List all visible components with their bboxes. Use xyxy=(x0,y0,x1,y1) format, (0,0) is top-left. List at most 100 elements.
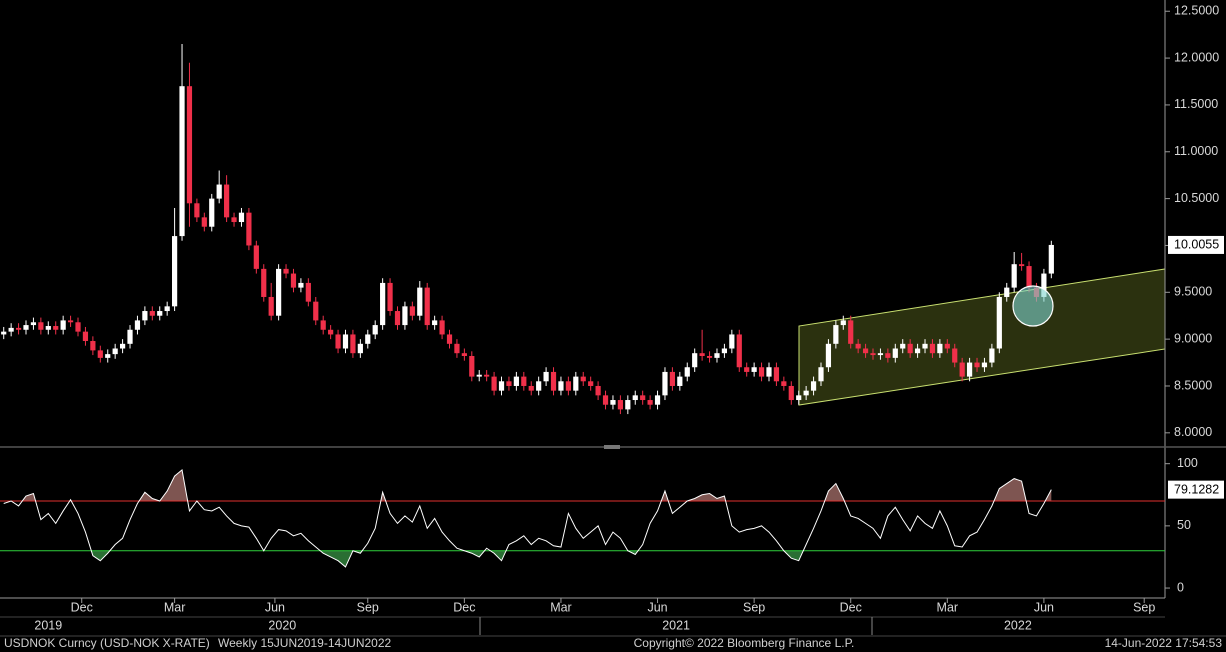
candle-body xyxy=(8,327,14,332)
candle-body xyxy=(394,311,401,326)
candle-body xyxy=(380,282,386,326)
candle-body xyxy=(305,282,311,302)
y-tick-label: 9.5000 xyxy=(1174,285,1212,299)
candle-body xyxy=(446,334,453,344)
timestamp: 14-Jun-2022 17:54:53 xyxy=(1105,636,1223,650)
candle-body xyxy=(744,367,750,372)
candle-body xyxy=(669,371,676,386)
candle-body xyxy=(82,331,89,342)
candle-body xyxy=(721,348,728,354)
year-label: 2021 xyxy=(662,618,690,632)
candle-body xyxy=(23,325,29,330)
candle-body xyxy=(75,322,81,332)
x-tick-label: Mar xyxy=(937,600,959,614)
candle-body xyxy=(439,320,445,335)
candle-body xyxy=(350,334,356,354)
x-tick-label: Jun xyxy=(1034,600,1054,614)
candle-body xyxy=(580,376,586,382)
highlight-circle xyxy=(1012,285,1054,327)
candle-body xyxy=(996,296,1002,349)
candle-body xyxy=(142,311,148,321)
security-name: USDNOK Curncy (USD-NOK X-RATE) xyxy=(4,636,210,650)
candle-body xyxy=(521,376,527,386)
candle-body xyxy=(654,395,661,405)
candle-body xyxy=(30,322,37,326)
candle-body xyxy=(610,400,616,405)
candle-body xyxy=(238,212,245,223)
candle-body xyxy=(216,184,222,199)
period: Weekly 15JUN2019-14JUN2022 xyxy=(218,636,392,650)
candle-body xyxy=(966,362,973,377)
candle-body xyxy=(729,334,735,349)
candle-body xyxy=(194,203,200,218)
rsi-panel xyxy=(0,468,1165,568)
candle-body xyxy=(231,217,237,223)
last-value-label: 79.1282 xyxy=(1174,482,1219,496)
candle-body xyxy=(632,395,638,401)
candle-body xyxy=(432,320,438,326)
candle-body xyxy=(454,343,460,354)
last-price-box xyxy=(1168,235,1224,254)
candle-body xyxy=(766,367,772,377)
candle-body xyxy=(1026,266,1032,288)
copyright: Copyright© 2022 Bloomberg Finance L.P. xyxy=(634,636,855,650)
candle-body xyxy=(900,343,906,349)
candle-body xyxy=(149,311,155,316)
candle-body xyxy=(60,320,66,330)
candle-body xyxy=(179,86,185,237)
x-tick-label: Dec xyxy=(71,600,93,614)
candle-body xyxy=(45,326,51,330)
candle-body xyxy=(484,374,490,377)
candle-body xyxy=(127,329,133,344)
candle-body xyxy=(573,376,579,391)
candle-body xyxy=(409,306,415,316)
candle-body xyxy=(602,395,609,405)
candle-body xyxy=(498,381,505,391)
candle-body xyxy=(253,245,259,269)
candle-body xyxy=(365,334,371,344)
candle-body xyxy=(387,282,393,312)
candle-body xyxy=(922,343,928,349)
x-tick-label: Mar xyxy=(164,600,186,614)
candle-body xyxy=(751,367,757,372)
candle-body xyxy=(736,334,742,368)
candle-body xyxy=(97,350,103,358)
candle-body xyxy=(513,376,519,386)
candle-body xyxy=(877,353,884,356)
candle-body xyxy=(53,326,59,330)
x-tick-label: Jun xyxy=(265,600,285,614)
candles xyxy=(1,44,1054,415)
candle-body xyxy=(90,341,96,351)
candle-body xyxy=(209,198,215,227)
candle-body xyxy=(283,268,289,274)
year-label: 2022 xyxy=(1004,618,1032,632)
candle-body xyxy=(112,348,118,355)
candle-body xyxy=(157,311,163,316)
y-tick-label: 10.5000 xyxy=(1174,191,1219,205)
candle-body xyxy=(989,348,995,363)
rsi-line xyxy=(3,468,1052,568)
candle-body xyxy=(684,367,690,377)
candle-body xyxy=(1,331,7,335)
y-tick-label: 50 xyxy=(1177,518,1191,532)
candle-body xyxy=(825,343,832,368)
candle-body xyxy=(342,334,349,349)
candle-body xyxy=(105,354,111,358)
candle-body xyxy=(320,320,326,330)
candle-body xyxy=(506,381,512,386)
candle-body xyxy=(640,395,646,401)
y-tick-label: 12.5000 xyxy=(1174,4,1219,18)
candle-body xyxy=(885,353,891,358)
level-fill xyxy=(3,550,1052,567)
candle-body xyxy=(246,212,252,246)
candle-body xyxy=(758,367,765,377)
candle-body xyxy=(558,381,564,391)
candle-body xyxy=(840,320,846,326)
candle-body xyxy=(870,353,876,356)
candle-body xyxy=(543,371,549,382)
x-tick-label: Jun xyxy=(647,600,667,614)
candle-body xyxy=(625,400,631,410)
candle-body xyxy=(714,353,720,358)
candle-body xyxy=(38,322,44,330)
x-tick-label: Sep xyxy=(1133,600,1155,614)
